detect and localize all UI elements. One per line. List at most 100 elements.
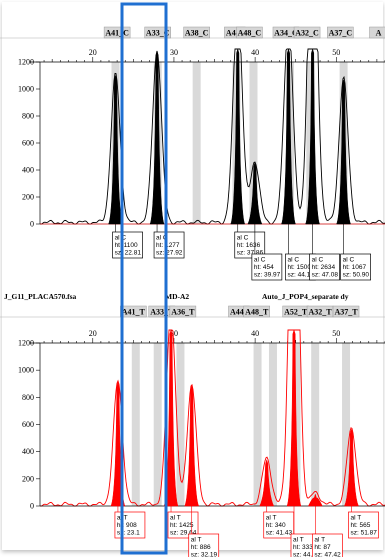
peak-height-label: ht: 1277 bbox=[156, 242, 180, 249]
y-tick-label: 1000 bbox=[18, 85, 34, 94]
bin-label-box bbox=[103, 26, 131, 39]
peak-size-label: sz: 51.87 bbox=[350, 530, 377, 537]
peak-area bbox=[336, 79, 352, 225]
allele-bin-shade bbox=[249, 62, 258, 224]
peak-height-label: ht: 886 bbox=[191, 544, 211, 551]
peak-info-box bbox=[188, 533, 220, 557]
peak-allele-label: al C bbox=[312, 257, 324, 264]
run-title: Auto_J_POP4_separate dy bbox=[262, 292, 349, 301]
y-tick-label: 0 bbox=[30, 502, 34, 511]
x-tick-label: 30 bbox=[170, 329, 178, 338]
peak-height-label: ht: 565 bbox=[350, 522, 370, 529]
bin-label-box bbox=[293, 26, 321, 39]
x-tick-label: 20 bbox=[89, 329, 97, 338]
peak-size-label: sz: 23.1 bbox=[117, 530, 140, 537]
bin-label: A33_T bbox=[150, 308, 174, 317]
bin-label: A37_C bbox=[329, 29, 353, 38]
bin-label-box bbox=[332, 305, 360, 318]
bin-label-box bbox=[120, 305, 147, 318]
x-tick-label: 20 bbox=[89, 48, 97, 57]
y-tick-label: 1000 bbox=[18, 366, 34, 375]
peak-height-label: ht: 340 bbox=[266, 522, 286, 529]
peak-size-label: sz: 44.79 bbox=[293, 552, 320, 557]
bin-label: A36_T bbox=[171, 308, 195, 317]
bin-label: A bbox=[376, 29, 382, 38]
peak-area bbox=[259, 458, 275, 507]
peak-allele-label: al T bbox=[293, 537, 304, 544]
peak-size-label: sz: 27.92 bbox=[156, 250, 183, 257]
peak-height-label: ht: 454 bbox=[254, 264, 274, 271]
allele-bin-shade bbox=[342, 343, 351, 506]
bin-label-box bbox=[144, 26, 171, 39]
peak-allele-label: al C bbox=[237, 235, 249, 242]
peak-area bbox=[286, 329, 302, 507]
peak-size-label: sz: 37.86 bbox=[237, 250, 264, 257]
bin-label: A32_T bbox=[308, 308, 332, 317]
bin-label-box bbox=[369, 26, 385, 39]
peak-height-label: ht: 1067 bbox=[343, 264, 367, 271]
allele-bin-shade bbox=[292, 343, 301, 506]
peak-allele-label: al T bbox=[350, 515, 361, 522]
peak-area bbox=[230, 48, 246, 225]
peak-area bbox=[344, 428, 359, 507]
y-tick-label: 800 bbox=[22, 393, 34, 402]
peak-allele-label: al T bbox=[191, 537, 202, 544]
peak-size-label: sz: 41.43 bbox=[266, 530, 293, 537]
peak-area bbox=[247, 161, 263, 225]
peak-height-label: ht: 1100 bbox=[115, 242, 138, 249]
peak-height-label: ht: 1425 bbox=[170, 522, 194, 529]
y-tick-label: 1200 bbox=[18, 58, 34, 67]
peak-info-box bbox=[312, 533, 343, 557]
bin-label: A37_T bbox=[334, 308, 358, 317]
peak-area bbox=[108, 74, 123, 225]
peak-info-box bbox=[263, 511, 295, 539]
allele-bin-shade bbox=[253, 343, 262, 506]
allele-bin-shade bbox=[311, 343, 320, 506]
bin-label: A38_C bbox=[185, 29, 209, 38]
signal-trace bbox=[40, 48, 385, 225]
peak-size-label: sz: 32.19 bbox=[191, 552, 218, 557]
y-tick-label: 600 bbox=[22, 420, 34, 429]
signal-trace bbox=[40, 329, 385, 507]
peak-allele-label: al C bbox=[287, 257, 299, 264]
x-tick-label: 50 bbox=[332, 329, 340, 338]
peak-info-box bbox=[251, 253, 283, 281]
y-tick-label: 200 bbox=[22, 474, 34, 483]
peak-info-box bbox=[340, 253, 371, 281]
allele-bin-shade bbox=[131, 343, 140, 506]
peak-area bbox=[307, 493, 323, 507]
y-tick-label: 0 bbox=[30, 220, 34, 229]
peak-allele-label: al T bbox=[170, 515, 181, 522]
peak-info-box bbox=[309, 253, 340, 281]
bin-label: A33_C bbox=[146, 29, 170, 38]
peak-allele-label: al C bbox=[156, 235, 168, 242]
peak-size-label: sz: 29.64 bbox=[170, 530, 197, 537]
bin-label-box bbox=[236, 26, 263, 39]
bin-label: A52_T bbox=[284, 308, 308, 317]
bin-label-box bbox=[243, 305, 270, 318]
bin-label: A34_C bbox=[274, 29, 298, 38]
x-tick-label: 30 bbox=[170, 48, 178, 57]
peak-size-label: sz: 22.81 bbox=[115, 250, 142, 257]
peak-allele-label: al T bbox=[266, 515, 277, 522]
peak-height-label: ht: 87 bbox=[314, 544, 331, 551]
y-tick-label: 400 bbox=[22, 447, 34, 456]
bin-label: A48_T bbox=[245, 308, 269, 317]
bin-label: A32_C bbox=[295, 29, 319, 38]
bin-label: A48_C bbox=[238, 29, 262, 38]
peak-size-label: sz: 44.11 bbox=[287, 272, 313, 279]
panel-bottom-header: J_G11_PLACA570.fsa MD-A2 Auto_J_POP4_sep… bbox=[4, 292, 349, 301]
peak-info-box bbox=[112, 231, 143, 259]
y-tick-label: 800 bbox=[22, 112, 34, 121]
y-tick-label: 600 bbox=[22, 139, 34, 148]
peak-info-box bbox=[114, 511, 146, 539]
y-tick-label: 200 bbox=[22, 193, 34, 202]
peak-area bbox=[184, 384, 200, 507]
bin-label: A44_ bbox=[226, 29, 245, 38]
peak-area bbox=[305, 48, 320, 225]
bin-label-box bbox=[169, 305, 197, 318]
peak-height-label: ht: 1500 bbox=[287, 264, 311, 271]
selection-highlight-box[interactable] bbox=[120, 2, 168, 555]
